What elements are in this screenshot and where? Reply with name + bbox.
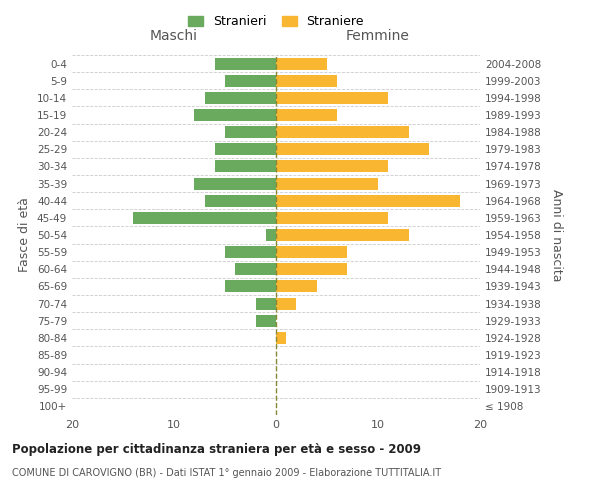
Bar xyxy=(276,332,286,344)
Bar xyxy=(276,126,409,138)
Text: Maschi: Maschi xyxy=(150,29,198,43)
Bar xyxy=(276,178,378,190)
Bar xyxy=(194,109,276,121)
Bar xyxy=(225,126,276,138)
Text: Femmine: Femmine xyxy=(346,29,410,43)
Y-axis label: Fasce di età: Fasce di età xyxy=(19,198,31,272)
Bar xyxy=(205,194,276,206)
Bar xyxy=(276,212,388,224)
Bar xyxy=(276,246,347,258)
Bar xyxy=(276,229,409,241)
Text: COMUNE DI CAROVIGNO (BR) - Dati ISTAT 1° gennaio 2009 - Elaborazione TUTTITALIA.: COMUNE DI CAROVIGNO (BR) - Dati ISTAT 1°… xyxy=(12,468,441,477)
Bar xyxy=(225,246,276,258)
Bar xyxy=(225,74,276,86)
Bar xyxy=(256,314,276,326)
Bar xyxy=(225,280,276,292)
Bar xyxy=(215,160,276,172)
Bar xyxy=(276,144,429,156)
Bar xyxy=(276,109,337,121)
Legend: Stranieri, Straniere: Stranieri, Straniere xyxy=(184,11,368,32)
Bar xyxy=(276,58,327,70)
Bar xyxy=(215,144,276,156)
Y-axis label: Anni di nascita: Anni di nascita xyxy=(550,188,563,281)
Bar xyxy=(276,264,347,276)
Bar xyxy=(276,92,388,104)
Bar xyxy=(276,160,388,172)
Bar xyxy=(235,264,276,276)
Bar xyxy=(266,229,276,241)
Bar xyxy=(276,194,460,206)
Bar xyxy=(276,74,337,86)
Text: Popolazione per cittadinanza straniera per età e sesso - 2009: Popolazione per cittadinanza straniera p… xyxy=(12,442,421,456)
Bar xyxy=(133,212,276,224)
Bar xyxy=(256,298,276,310)
Bar xyxy=(276,298,296,310)
Bar xyxy=(276,280,317,292)
Bar xyxy=(205,92,276,104)
Bar xyxy=(215,58,276,70)
Bar xyxy=(194,178,276,190)
